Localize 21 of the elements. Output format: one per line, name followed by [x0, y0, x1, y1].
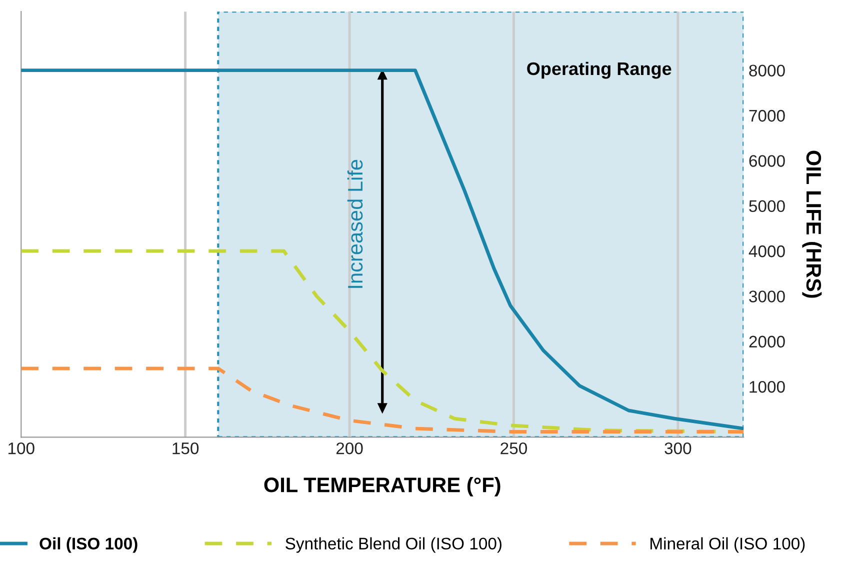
x-tick-label: 200	[336, 442, 363, 454]
annotation: Increased Life	[347, 160, 363, 288]
legend-label: Synthetic Blend Oil (ISO 100)	[286, 537, 502, 553]
x-axis-title: OIL TEMPERATURE (°F)	[264, 476, 500, 496]
y-tick-label: 4000	[748, 245, 785, 258]
y-tick-label: 5000	[749, 200, 785, 212]
legend-label: Mineral Oil (ISO 100)	[650, 537, 805, 553]
y-tick-label: 1000	[750, 380, 785, 393]
y-tick-label: 6000	[749, 155, 785, 167]
y-tick-label: 2000	[749, 336, 785, 348]
x-tick-label: 100	[8, 442, 34, 454]
y-tick-label: 3000	[749, 290, 785, 302]
y-tick-label: 8000	[749, 64, 785, 77]
y-axis-title: OIL LIFE (HRS)	[802, 150, 822, 298]
x-tick-label: 300	[664, 442, 692, 454]
x-tick-label: 150	[172, 442, 199, 454]
legend-label: Oil (ISO 100)	[40, 537, 138, 553]
line-series	[21, 366, 744, 434]
y-tick-label: 7000	[749, 110, 785, 122]
x-tick-label: 250	[500, 442, 527, 454]
band-label: Operating Range	[527, 62, 672, 79]
